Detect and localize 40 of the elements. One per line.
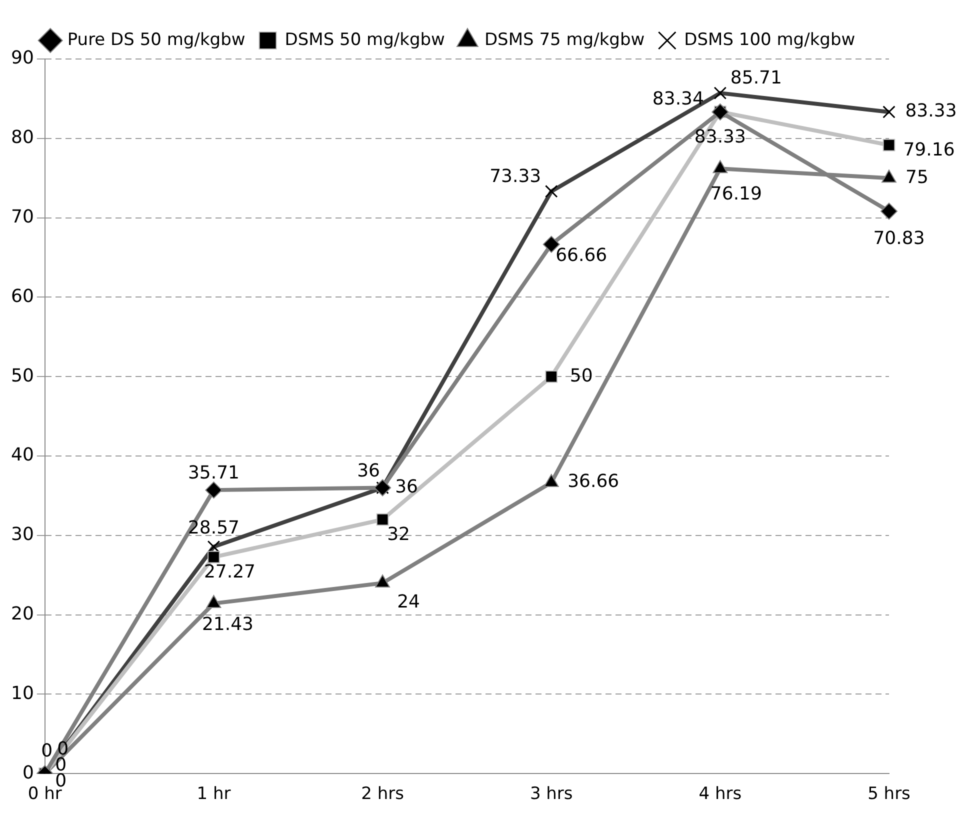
x-tick-label: 1 hr [196,784,231,804]
y-tick-label: 30 [11,524,34,546]
data-label: 76.19 [710,183,762,204]
x-tick-label: 3 hrs [530,784,573,804]
y-tick-label: 60 [11,286,34,307]
y-tick-label: 50 [11,365,34,386]
data-label: 24 [397,592,420,613]
data-label: 35.71 [188,462,240,484]
data-label: 83.34 [652,88,704,110]
y-tick-label: 70 [11,206,34,228]
data-label: 70.83 [873,228,925,249]
legend-label: Pure DS 50 mg/kgbw [67,30,246,50]
legend-label: DSMS 50 mg/kgbw [284,30,446,50]
y-tick-label: 90 [11,48,34,69]
x-tick-label: 5 hrs [868,784,911,804]
data-label: 36 [357,460,380,482]
data-label: 21.43 [202,614,254,636]
data-label: 27.27 [204,562,256,583]
y-tick-label: 20 [11,603,34,624]
x-tick-label: 2 hrs [361,784,404,804]
data-label: 79.16 [903,140,955,161]
data-label: 83.33 [905,100,957,122]
data-label: 0 [41,740,53,762]
data-label: 28.57 [188,517,240,538]
data-label: 75 [906,166,928,188]
y-tick-label: 0 [22,762,34,784]
data-label: 50 [570,365,593,386]
data-label: 66.66 [556,244,608,266]
data-label: 32 [387,524,410,546]
legend-label: DSMS 100 mg/kgbw [684,30,856,50]
data-label: 83.33 [694,126,746,148]
data-label: 36.66 [568,471,620,492]
y-tick-label: 80 [11,127,34,148]
data-label: 73.33 [490,166,542,188]
data-label: 36 [395,476,418,498]
y-tick-label: 10 [11,682,34,704]
legend-label: DSMS 75 mg/kgbw [484,30,645,50]
y-tick-label: 40 [11,444,34,466]
data-label: 85.71 [730,68,782,89]
x-tick-label: 4 hrs [698,784,742,804]
